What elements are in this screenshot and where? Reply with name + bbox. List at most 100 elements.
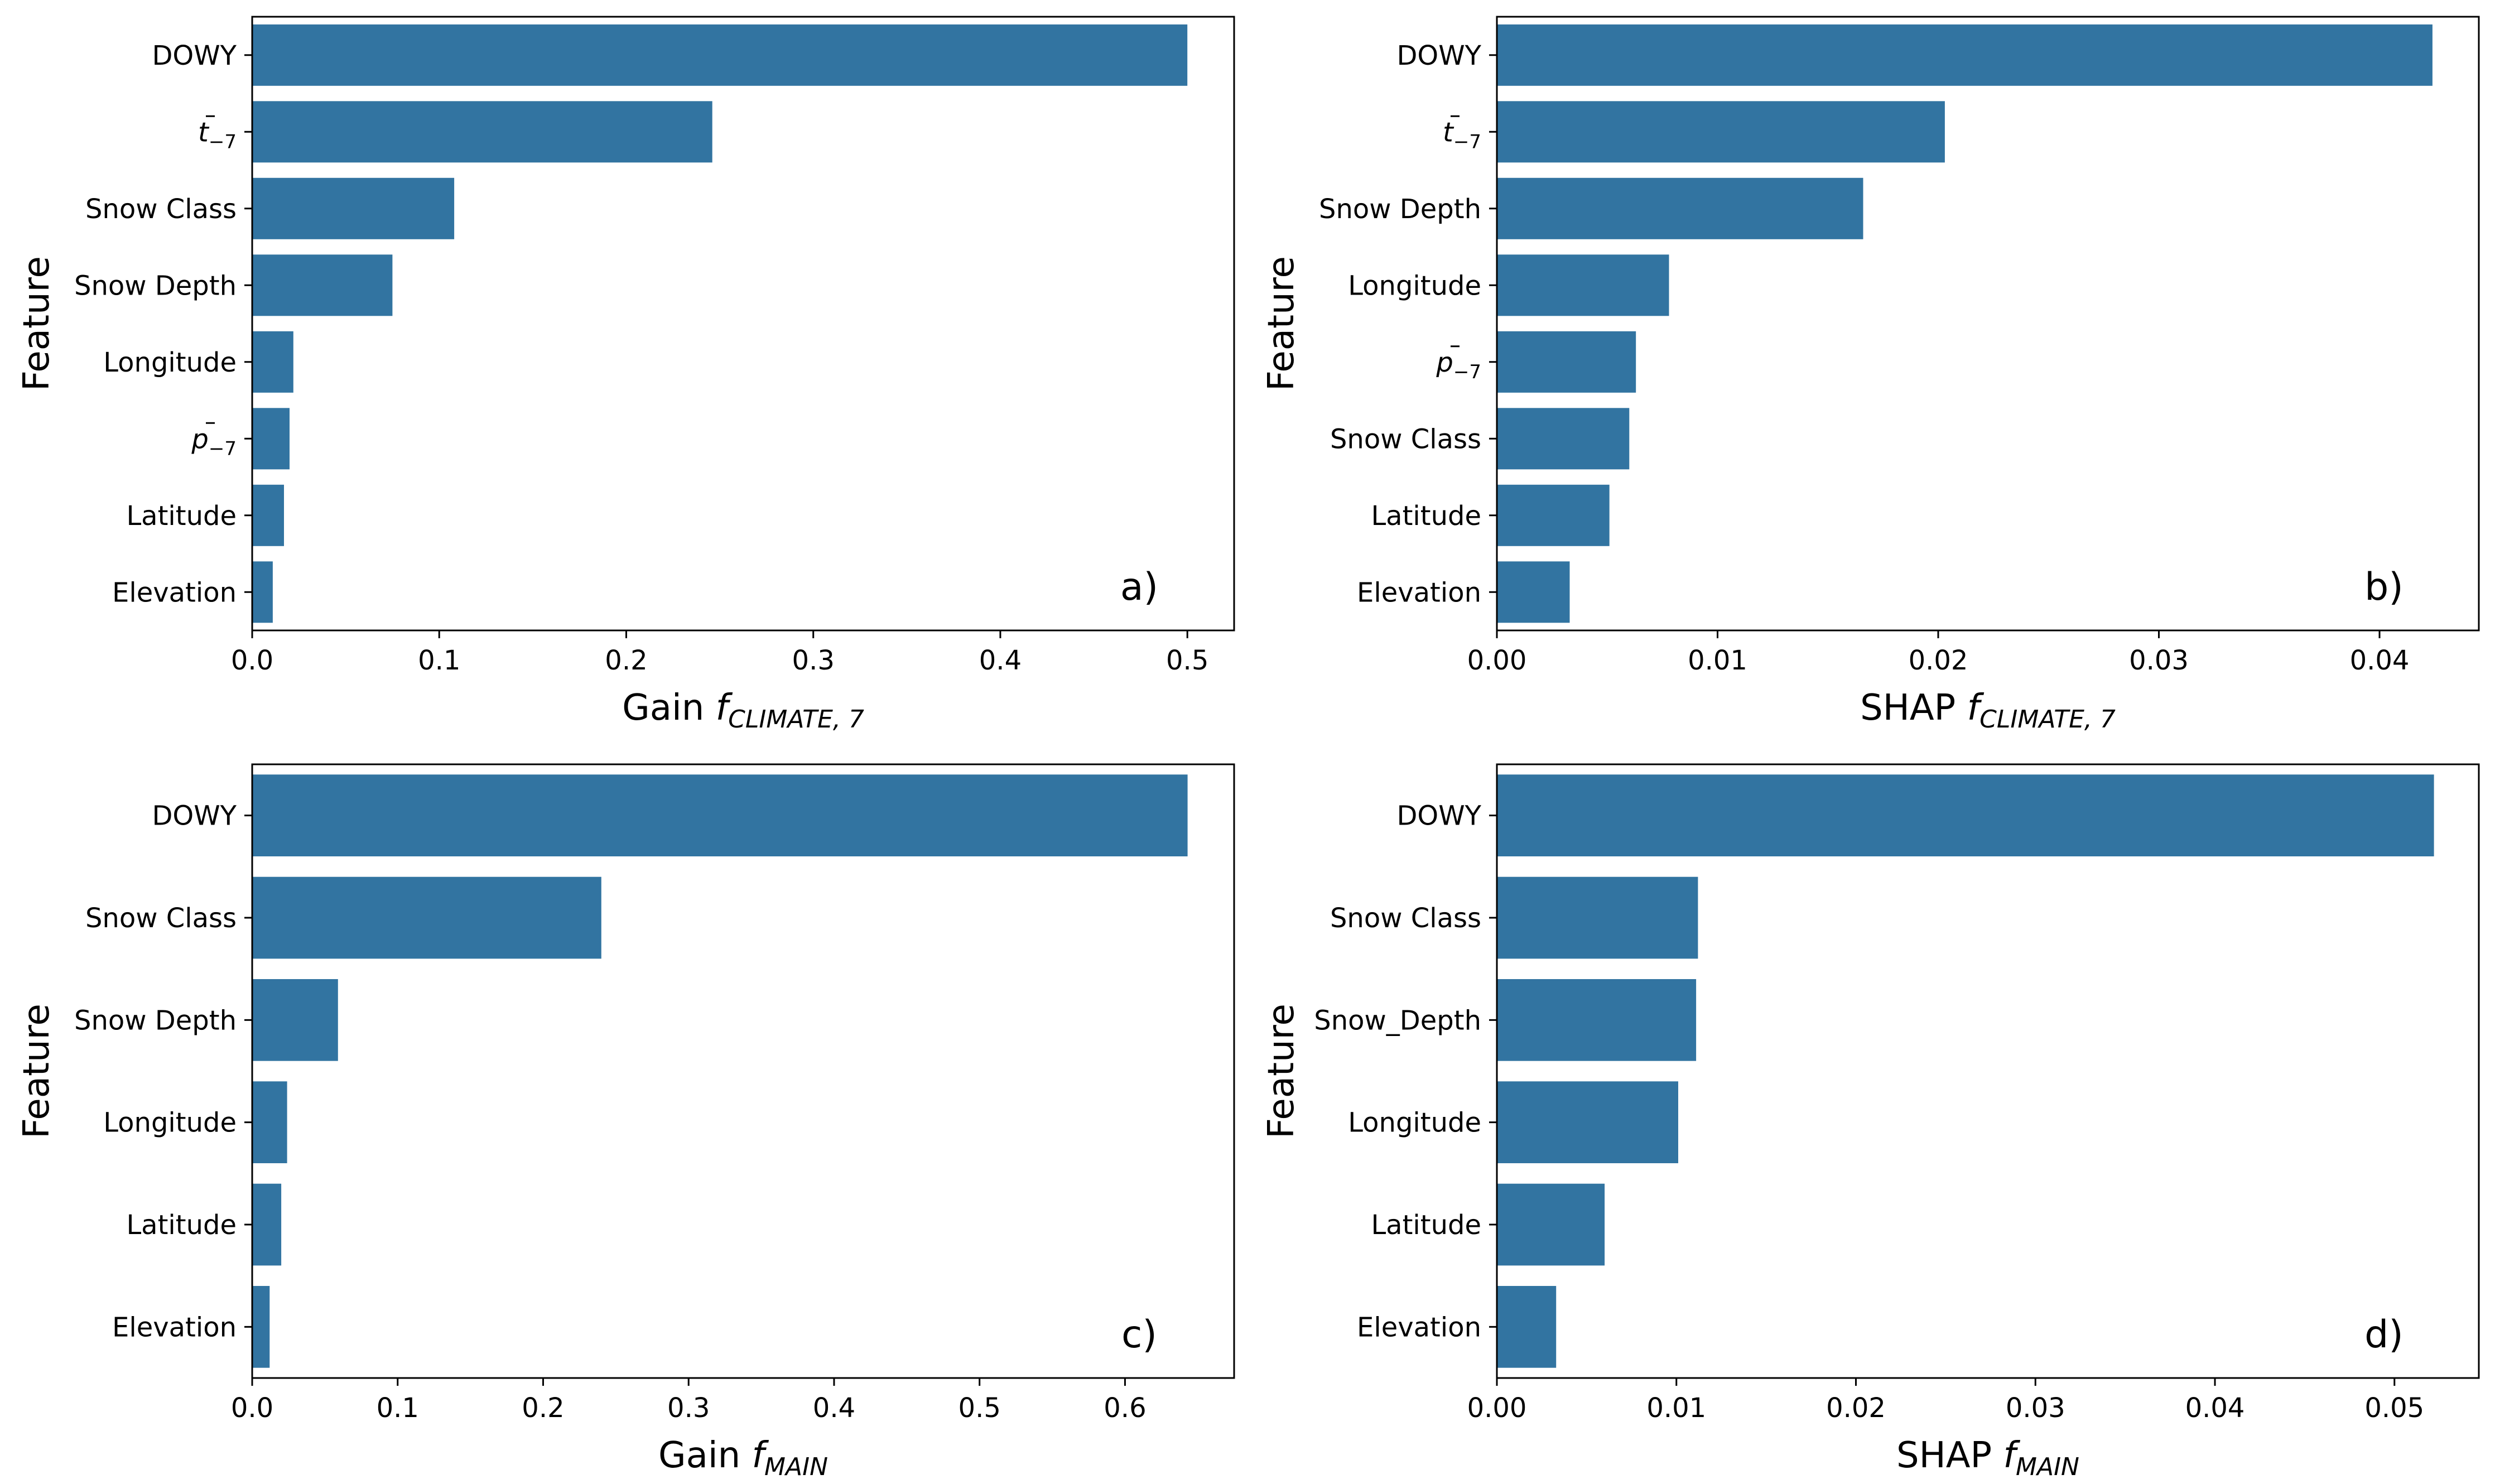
x-tick-label: 0.1 [418,645,460,676]
x-axis-label-subscript: CLIMATE, 7 [1979,705,2116,734]
math-subscript: −7 [1453,131,1481,153]
y-tick-label: p−7 [1436,347,1481,383]
x-axis-label-subscript: CLIMATE, 7 [728,705,864,734]
x-axis-label-text: SHAP [1860,687,1967,729]
bar [1497,484,1610,546]
panel-3: 0.0 0.1 0.2 0.3 0.4 0.5 0.6 DOWY Snow Class Snow … [16,763,1235,1481]
y-tick-label: Snow Class [85,194,237,225]
y-tick-label: Longitude [103,347,237,378]
x-tick-label: 0.3 [667,1393,710,1424]
y-tick-label: Snow Class [1330,423,1481,455]
x-axis-label-text: Gain [658,1435,752,1476]
y-tick-label: Latitude [1371,1210,1481,1241]
bar [252,561,273,623]
axes-frame [1496,16,2480,632]
x-tick-label: 0.03 [2006,1393,2065,1424]
y-tick-label: Longitude [103,1107,237,1139]
bar [252,979,338,1061]
bar [1497,101,1945,163]
x-tick-label: 0.04 [2350,645,2410,676]
bar [252,1286,270,1368]
panel-label: d) [2364,1313,2404,1357]
bar [252,101,712,163]
bar [252,24,1188,86]
x-tick-label: 0.04 [2185,1393,2245,1424]
axes-frame [251,16,1235,632]
bar [1497,331,1636,393]
axes-frame [251,763,1235,1379]
panel-1: 0.0 0.1 0.2 0.3 0.4 0.5 DOWY t−7 Snow Class Snow … [16,16,1235,734]
bar [252,1183,282,1266]
bar [252,254,393,316]
x-tick-label: 0.4 [813,1393,855,1424]
x-tick-label: 0.01 [1688,645,1747,676]
math-symbol: p [1436,347,1453,378]
y-tick-label: Latitude [1371,500,1481,532]
y-tick-label: DOWY [1396,40,1481,71]
y-tick-label: Elevation [1357,577,1481,608]
x-tick-label: 0.4 [979,645,1022,676]
y-tick-label: Snow Depth [74,1005,237,1036]
x-axis-label: Gain fCLIMATE, 7 [622,687,864,734]
x-tick-label: 0.0 [231,1393,273,1424]
bar [1497,876,1698,959]
x-tick-label: 0.6 [1104,1393,1146,1424]
y-axis-label: Feature [1261,256,1302,391]
x-tick-label: 0.02 [1826,1393,1886,1424]
y-tick-label: Snow Depth [74,270,237,301]
y-tick-label: Snow_Depth [1314,1005,1481,1036]
bar [1497,1081,1678,1163]
y-tick-label: DOWY [152,40,237,71]
math-symbol: t [198,117,210,148]
y-tick-label: t−7 [198,117,237,153]
y-tick-label: Longitude [1348,1107,1481,1139]
bar [252,1081,287,1163]
bar [1497,774,2434,856]
panel-label: c) [1121,1313,1157,1357]
x-tick-label: 0.0 [231,645,273,676]
x-axis-label: SHAP fCLIMATE, 7 [1860,687,2116,734]
math-subscript: −7 [209,131,237,153]
y-tick-label: t−7 [1443,117,1481,153]
x-axis-label-subscript: MAIN [764,1453,828,1481]
bar [1497,1286,1557,1368]
bar [1497,254,1669,316]
bar [1497,979,1697,1061]
bar [1497,561,1570,623]
y-tick-label: Snow Class [85,903,237,934]
x-axis-label: Gain fMAIN [658,1435,828,1481]
x-axis-label-text: Gain [622,687,716,729]
bar [1497,177,1863,239]
x-tick-label: 0.00 [1467,1393,1527,1424]
math-symbol: p [191,423,208,455]
x-axis-label-subscript: MAIN [2016,1453,2079,1481]
y-tick-label: Elevation [112,577,237,608]
y-tick-label: Longitude [1348,270,1481,301]
x-tick-label: 0.01 [1646,1393,1706,1424]
x-tick-label: 0.00 [1467,645,1527,676]
bar [252,774,1188,856]
y-tick-label: Snow Class [1330,903,1481,934]
bar [252,876,601,959]
bar [1497,408,1630,470]
y-axis-label: Feature [16,1004,57,1139]
x-tick-label: 0.3 [792,645,835,676]
panel-label: a) [1120,565,1158,609]
x-tick-label: 0.2 [605,645,647,676]
bar [252,177,455,239]
x-tick-label: 0.5 [1166,645,1208,676]
x-tick-label: 0.03 [2129,645,2189,676]
y-tick-label: DOWY [152,801,237,832]
y-tick-label: Elevation [112,1312,237,1343]
y-axis-label: Feature [16,256,57,391]
y-tick-label: Elevation [1357,1312,1481,1343]
x-tick-label: 0.5 [958,1393,1001,1424]
x-axis-label: SHAP fMAIN [1896,1435,2079,1481]
math-subscript: −7 [1453,361,1481,383]
y-tick-label: Snow Depth [1319,194,1481,225]
y-tick-label: DOWY [1396,801,1481,832]
math-symbol: t [1443,117,1454,148]
y-tick-label: p−7 [191,423,237,460]
panel-4: 0.00 0.01 0.02 0.03 0.04 0.05 DOWY Snow Class Sn… [1261,763,2480,1481]
bar [252,408,290,470]
